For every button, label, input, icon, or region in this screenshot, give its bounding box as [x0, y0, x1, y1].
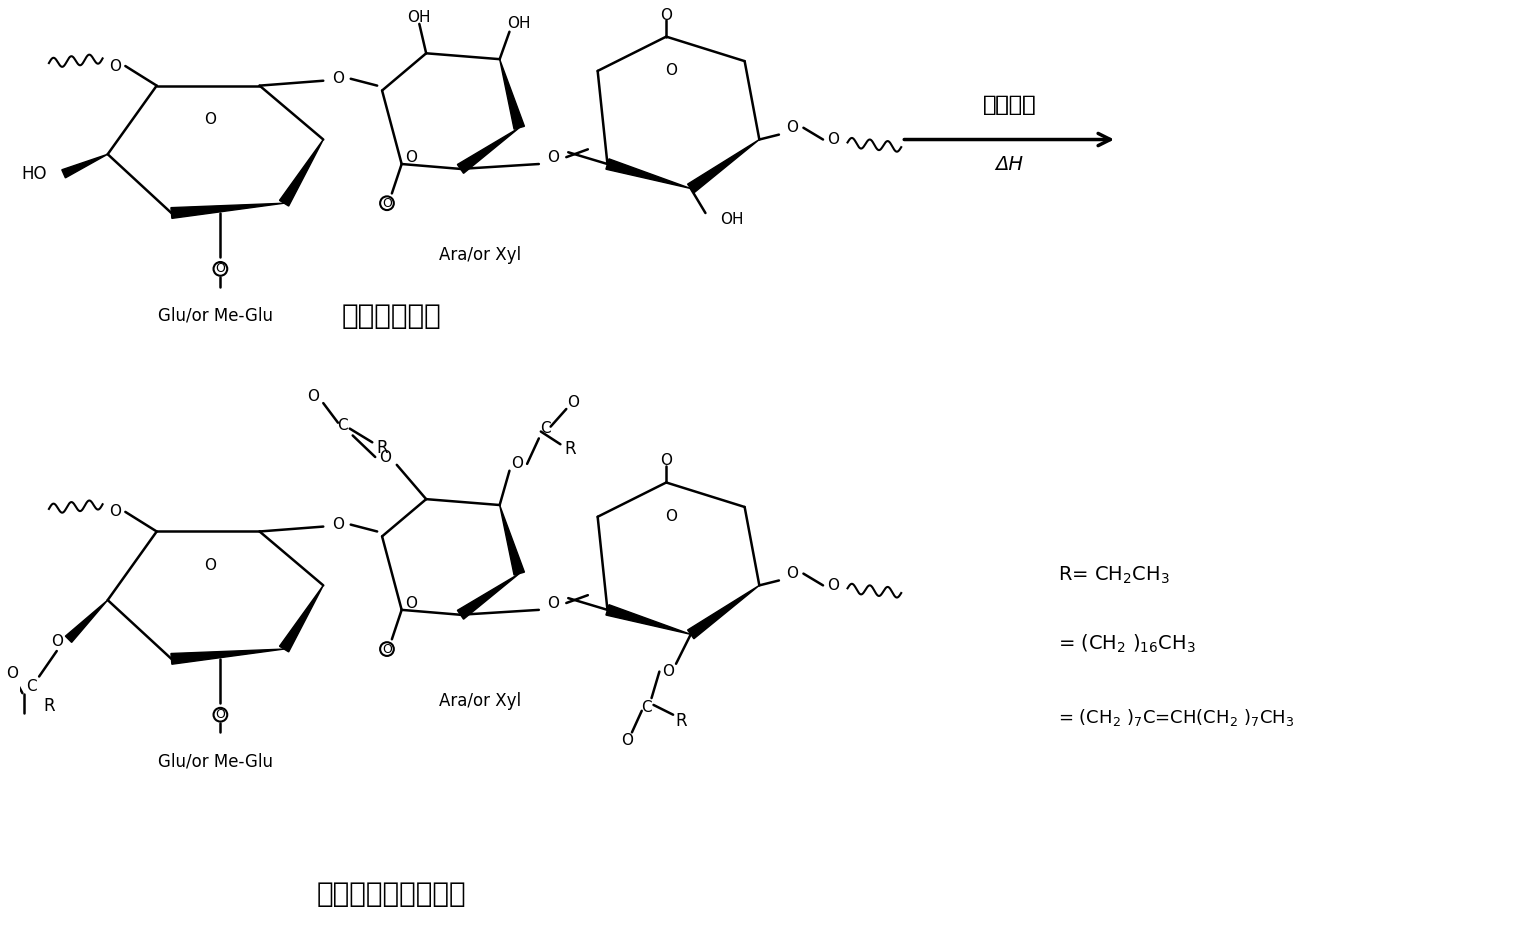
Polygon shape	[499, 505, 525, 575]
Text: OH: OH	[508, 16, 531, 31]
Polygon shape	[171, 203, 284, 218]
Text: O: O	[382, 196, 392, 210]
Text: O: O	[511, 456, 523, 472]
Text: O: O	[786, 121, 798, 136]
Polygon shape	[458, 128, 519, 174]
Text: O: O	[110, 59, 122, 73]
Text: C: C	[641, 700, 652, 716]
Text: O: O	[827, 578, 839, 593]
Polygon shape	[458, 573, 519, 619]
Polygon shape	[66, 600, 108, 642]
Text: O: O	[382, 642, 392, 656]
Text: O: O	[786, 567, 798, 581]
Polygon shape	[279, 586, 324, 652]
Text: 改性后麦草半纤维素: 改性后麦草半纤维素	[317, 880, 467, 908]
Text: O: O	[568, 395, 580, 410]
Text: O: O	[665, 510, 678, 524]
Text: ΔH: ΔH	[995, 155, 1024, 174]
Text: = (CH$_2$ )$_7$C=CH(CH$_2$ )$_7$CH$_3$: = (CH$_2$ )$_7$C=CH(CH$_2$ )$_7$CH$_3$	[1058, 707, 1294, 728]
Text: O: O	[204, 112, 217, 127]
Polygon shape	[279, 140, 324, 206]
Text: O: O	[215, 262, 226, 275]
Polygon shape	[606, 605, 691, 634]
Polygon shape	[499, 59, 525, 129]
Polygon shape	[171, 649, 284, 664]
Text: C: C	[26, 679, 37, 694]
Text: Ara/or Xyl: Ara/or Xyl	[439, 692, 520, 710]
Text: OH: OH	[720, 213, 743, 228]
Text: O: O	[621, 733, 633, 748]
Text: R= CH$_2$CH$_3$: R= CH$_2$CH$_3$	[1058, 565, 1170, 586]
Text: C: C	[337, 419, 348, 433]
Text: OH: OH	[407, 9, 430, 25]
Text: O: O	[333, 71, 343, 86]
Text: O: O	[6, 666, 18, 681]
Text: R: R	[43, 697, 55, 715]
Text: O: O	[406, 150, 418, 165]
Text: O: O	[204, 558, 217, 573]
Text: O: O	[50, 634, 63, 649]
Text: 酯化作用: 酯化作用	[983, 95, 1036, 115]
Text: O: O	[406, 596, 418, 610]
Polygon shape	[688, 586, 760, 639]
Text: O: O	[661, 454, 673, 469]
Text: = (CH$_2$ )$_{16}$CH$_3$: = (CH$_2$ )$_{16}$CH$_3$	[1058, 633, 1196, 656]
Polygon shape	[688, 140, 760, 193]
Text: Glu/or Me-Glu: Glu/or Me-Glu	[159, 753, 273, 771]
Text: O: O	[827, 132, 839, 147]
Text: O: O	[215, 708, 226, 721]
Text: O: O	[548, 150, 560, 165]
Text: R: R	[565, 440, 575, 458]
Text: Ara/or Xyl: Ara/or Xyl	[439, 246, 520, 264]
Text: O: O	[378, 450, 391, 464]
Text: O: O	[307, 389, 319, 403]
Polygon shape	[606, 158, 691, 189]
Text: O: O	[662, 664, 674, 679]
Text: R: R	[674, 712, 687, 730]
Text: 酯化作用: 酯化作用	[983, 95, 1036, 115]
Text: O: O	[661, 8, 673, 23]
Text: O: O	[665, 64, 678, 79]
Text: C: C	[540, 421, 551, 437]
Text: 麦草半纤维素: 麦草半纤维素	[342, 302, 441, 330]
Text: O: O	[548, 596, 560, 610]
Text: Glu/or Me-Glu: Glu/or Me-Glu	[159, 307, 273, 325]
Text: O: O	[110, 504, 122, 519]
Text: O: O	[333, 517, 343, 532]
Text: HO: HO	[21, 165, 47, 183]
Polygon shape	[63, 155, 108, 177]
Text: R: R	[377, 439, 388, 457]
